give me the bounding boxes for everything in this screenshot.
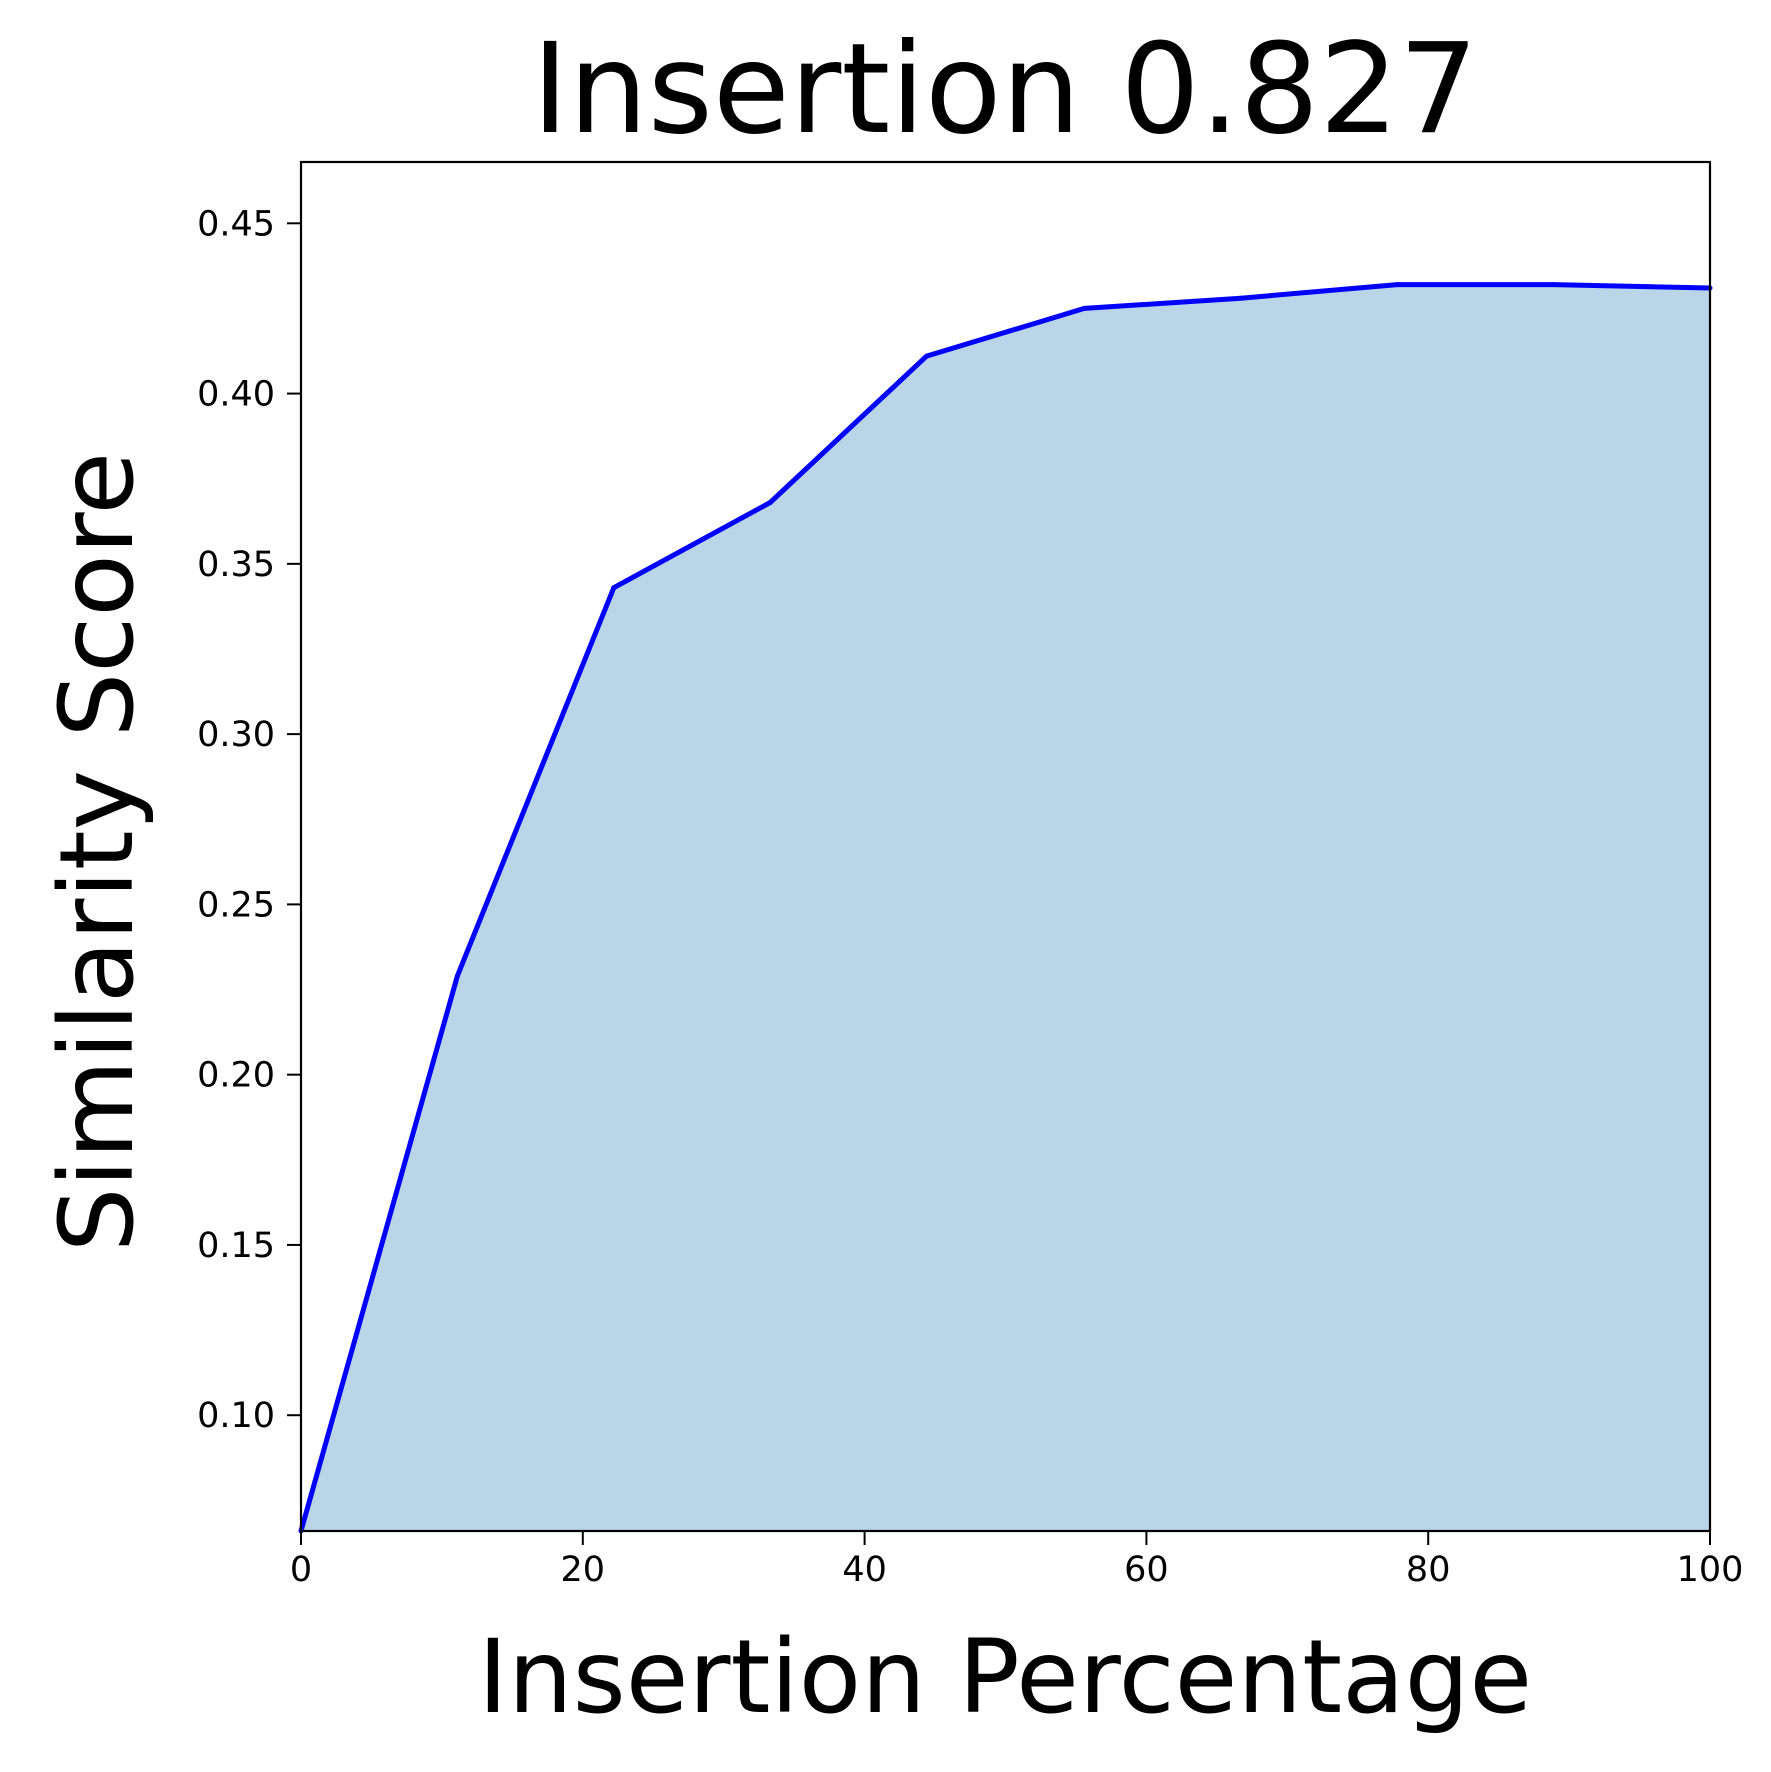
y-axis: 0.10 0.15 0.20 0.25 0.30 0.35 0.40 0.45 — [197, 204, 301, 1436]
chart-title: Insertion 0.827 — [532, 17, 1479, 162]
y-tick-label: 0.30 — [197, 715, 275, 755]
data-points — [298, 282, 1713, 1534]
x-tick-label: 60 — [1124, 1550, 1169, 1590]
y-tick-label: 0.15 — [197, 1226, 275, 1266]
y-tick-label: 0.35 — [197, 545, 275, 585]
y-tick-label: 0.45 — [197, 204, 275, 244]
data-point-7 — [1394, 282, 1400, 288]
x-tick-label: 20 — [561, 1550, 606, 1590]
area-fill — [301, 284, 1710, 1532]
x-tick-label: 80 — [1406, 1550, 1451, 1590]
y-tick-label: 0.10 — [197, 1396, 275, 1436]
x-tick-label: 40 — [842, 1550, 887, 1590]
data-point-5 — [1081, 305, 1087, 311]
x-axis-label: Insertion Percentage — [478, 1618, 1532, 1737]
data-point-8 — [1551, 282, 1557, 288]
x-tick-label: 0 — [290, 1550, 312, 1590]
y-tick-label: 0.20 — [197, 1056, 275, 1096]
data-point-4 — [924, 353, 930, 359]
y-tick-label: 0.40 — [197, 375, 275, 415]
data-point-3 — [767, 500, 773, 506]
y-axis-label: Similarity Score — [38, 452, 157, 1252]
series-line — [298, 282, 1711, 1532]
data-point-6 — [1238, 295, 1244, 301]
x-tick-label: 100 — [1677, 1550, 1744, 1590]
y-tick-label: 0.25 — [197, 885, 275, 925]
data-point-2 — [611, 585, 617, 591]
plot-frame — [299, 160, 1712, 1533]
data-point-1 — [454, 973, 460, 979]
x-axis: 0 20 40 60 80 100 — [290, 1531, 1744, 1590]
plot-area — [298, 160, 1713, 1534]
